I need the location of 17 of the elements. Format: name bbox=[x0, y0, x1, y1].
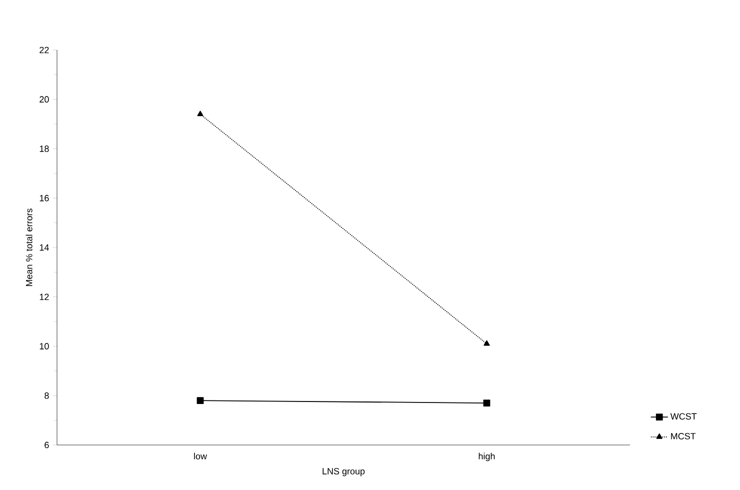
x-tick-label: low bbox=[194, 452, 208, 460]
legend-label: MCST bbox=[671, 433, 696, 440]
y-tick-label: 8 bbox=[44, 392, 49, 399]
y-axis-title: Mean % total errors bbox=[26, 208, 32, 286]
x-axis-title: LNS group bbox=[322, 468, 365, 476]
y-tick-label: 10 bbox=[40, 343, 49, 350]
y-tick-label: 6 bbox=[44, 442, 49, 448]
y-tick-label: 20 bbox=[40, 96, 49, 103]
y-tick-label: 16 bbox=[40, 194, 49, 202]
x-tick-label: high bbox=[478, 452, 495, 462]
legend-label: WCST bbox=[670, 413, 697, 420]
y-tick-label: 14 bbox=[40, 244, 49, 251]
y-tick-label: 12 bbox=[40, 294, 49, 300]
point bbox=[196, 397, 204, 404]
point bbox=[483, 400, 490, 406]
y-tick-label: 22 bbox=[40, 46, 49, 54]
y-tick-label: 18 bbox=[40, 146, 49, 152]
